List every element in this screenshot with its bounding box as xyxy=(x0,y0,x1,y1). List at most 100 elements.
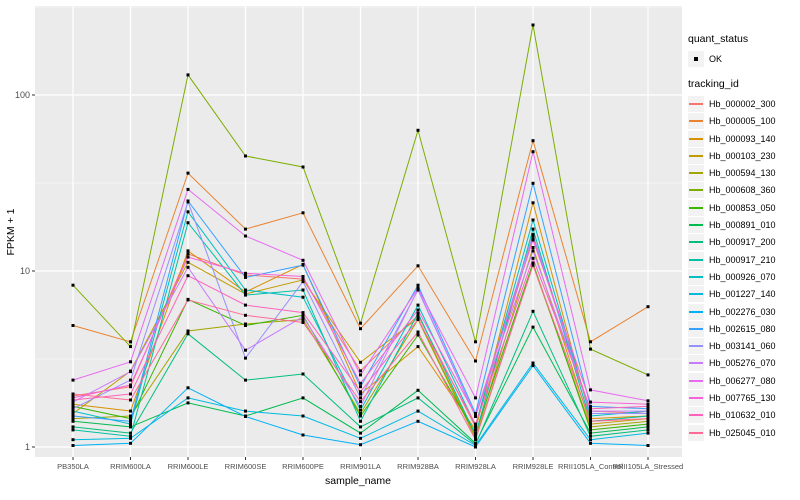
data-point xyxy=(301,295,305,299)
data-point xyxy=(71,398,75,402)
legend-item: Hb_007765_130 xyxy=(688,389,800,406)
legend-tracking-items: Hb_000002_300 Hb_000005_100 Hb_000093_140 H… xyxy=(688,95,800,441)
data-point xyxy=(244,313,247,317)
data-point xyxy=(186,260,190,264)
data-point xyxy=(244,273,247,277)
data-point xyxy=(359,396,362,400)
data-point xyxy=(531,139,535,143)
data-point xyxy=(531,263,535,267)
data-point xyxy=(474,396,477,400)
data-point xyxy=(301,288,305,292)
legend-key-swatch xyxy=(688,320,704,337)
data-point xyxy=(589,441,592,445)
legend-item-label: Hb_010632_010 xyxy=(709,410,776,421)
data-point xyxy=(71,428,75,432)
data-point xyxy=(71,417,75,421)
data-point xyxy=(186,249,190,253)
legend-item-label: Hb_000002_300 xyxy=(709,98,776,109)
data-point xyxy=(474,431,477,435)
data-point xyxy=(186,255,190,259)
data-point xyxy=(301,318,305,321)
data-point xyxy=(646,422,650,426)
data-point xyxy=(531,261,535,265)
data-point xyxy=(416,128,420,132)
data-point xyxy=(589,431,592,435)
data-point xyxy=(416,333,420,337)
data-point xyxy=(589,347,592,351)
legend-item-label: Hb_000103_230 xyxy=(709,150,776,161)
data-point xyxy=(186,265,190,269)
data-point xyxy=(71,438,75,442)
legend-item: Hb_000594_130 xyxy=(688,164,800,182)
data-point xyxy=(531,364,535,368)
legend-item: Hb_000917_200 xyxy=(688,234,800,251)
x-tick-label: RRII105LA_Stressed xyxy=(613,462,683,471)
legend-key-swatch xyxy=(688,217,704,234)
data-point xyxy=(244,154,247,158)
data-point xyxy=(244,234,247,238)
data-point xyxy=(244,324,247,327)
data-point xyxy=(589,438,592,442)
data-point xyxy=(129,441,132,445)
data-point xyxy=(301,433,305,437)
data-point xyxy=(416,264,420,268)
y-tick-label: 10 xyxy=(20,266,30,276)
legend-key-swatch xyxy=(688,95,704,112)
data-point xyxy=(71,392,75,396)
data-point xyxy=(244,288,247,292)
data-point xyxy=(416,396,420,400)
data-point xyxy=(531,181,535,185)
data-point xyxy=(186,221,190,225)
data-point xyxy=(301,211,305,215)
legend-item-label: Hb_007765_130 xyxy=(709,392,776,403)
legend-item: Hb_000608_360 xyxy=(688,182,800,199)
legend-key-swatch xyxy=(688,165,704,182)
data-point xyxy=(474,359,477,363)
data-point xyxy=(474,425,477,429)
data-point xyxy=(646,399,650,403)
legend-item-label: Hb_025045_010 xyxy=(709,427,776,438)
data-point xyxy=(416,330,420,334)
data-point xyxy=(646,419,650,423)
data-point xyxy=(301,321,305,324)
data-point xyxy=(129,398,132,402)
data-point xyxy=(71,394,75,398)
legend-item: Hb_000002_300 xyxy=(688,95,800,112)
data-point xyxy=(474,422,477,426)
data-point xyxy=(129,360,132,364)
legend-key-swatch xyxy=(688,234,704,251)
data-point xyxy=(359,321,362,325)
data-point xyxy=(589,388,592,392)
legend-key-swatch xyxy=(688,268,704,285)
legend-key-swatch xyxy=(688,147,704,164)
data-point xyxy=(359,425,362,429)
legend-item-ok: OK xyxy=(688,50,800,67)
data-point xyxy=(359,390,362,394)
legend-item-label: OK xyxy=(709,53,723,64)
data-point xyxy=(71,425,75,429)
data-point xyxy=(359,443,362,447)
legend-item: Hb_005276_070 xyxy=(688,355,800,372)
data-point xyxy=(186,210,190,214)
data-point xyxy=(301,414,305,418)
x-tick-label: RRIM928LA xyxy=(455,462,496,471)
legend-item-label: Hb_000093_140 xyxy=(709,133,776,144)
legend-item-label: Hb_000917_210 xyxy=(709,254,776,265)
data-point xyxy=(244,415,247,418)
data-point xyxy=(301,165,305,169)
x-tick-label: RRIM928LE xyxy=(513,462,554,471)
legend-item: Hb_002276_030 xyxy=(688,303,800,320)
data-point xyxy=(129,392,132,396)
x-tick-label: RRIM600PE xyxy=(282,462,324,471)
legend-item-label: Hb_000891_010 xyxy=(709,220,776,231)
data-point xyxy=(359,373,362,377)
data-point xyxy=(531,246,535,249)
data-point xyxy=(244,409,247,413)
data-point xyxy=(589,428,592,432)
x-tick-label: RRIM928BA xyxy=(397,462,439,471)
data-point xyxy=(359,385,362,389)
data-point xyxy=(416,419,420,423)
x-tick-label: RRIM600LA xyxy=(110,462,151,471)
data-point xyxy=(359,419,362,423)
legend-title-quant-status: quant_status xyxy=(688,33,749,45)
